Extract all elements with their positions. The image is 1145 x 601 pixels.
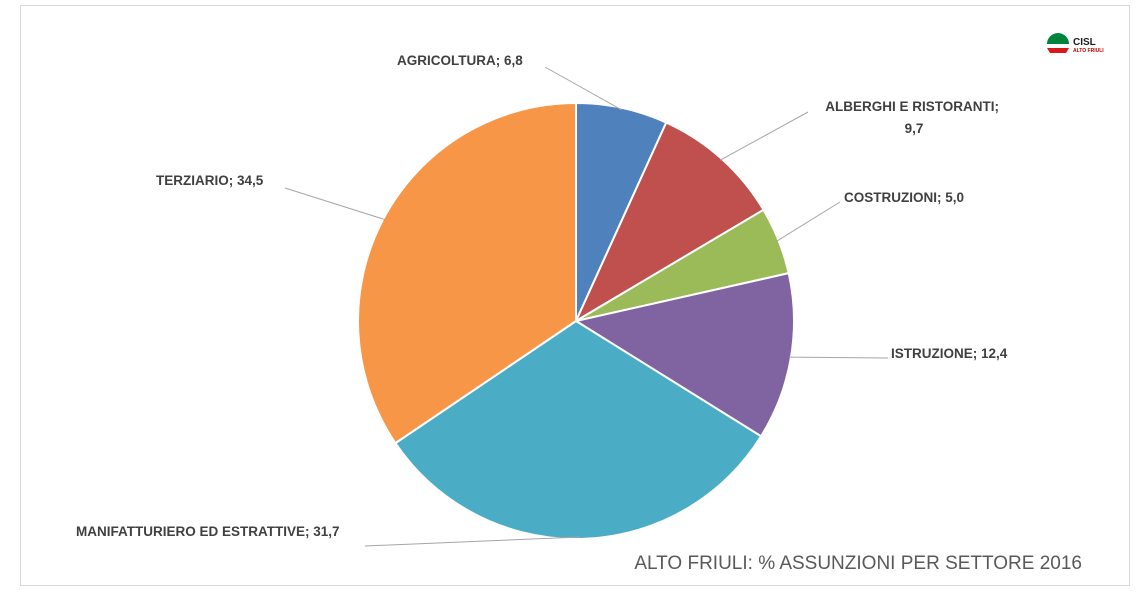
label-costruzioni: COSTRUZIONI; 5,0 <box>844 190 964 205</box>
label-agricoltura: AGRICOLTURA; 6,8 <box>397 53 523 68</box>
cisl-logo: CISL ALTO FRIULI <box>1047 33 1104 54</box>
label-terziario: TERZIARIO; 34,5 <box>156 173 264 188</box>
leader-line-terziario <box>284 187 386 221</box>
label-manifatturiero: MANIFATTURIERO ED ESTRATTIVE; 31,7 <box>76 524 340 539</box>
leader-line-istruzione <box>788 356 889 359</box>
pie-slices <box>357 101 796 540</box>
leader-line-alberghi-ristoranti <box>719 111 809 161</box>
svg-text:ALTO FRIULI: ALTO FRIULI <box>1073 48 1104 54</box>
chart-title: ALTO FRIULI: % ASSUNZIONI PER SETTORE 20… <box>634 553 1082 574</box>
label-istruzione: ISTRUZIONE; 12,4 <box>891 346 1008 361</box>
leader-line-costruzioni <box>776 201 841 242</box>
leader-lines <box>284 66 889 547</box>
label-alberghi-ristoranti: ALBERGHI E RISTORANTI; 9,7 <box>825 99 1003 136</box>
leader-line-agricoltura <box>544 66 622 111</box>
slice-manifatturiero <box>394 319 763 540</box>
slice-alberghi-ristoranti <box>573 121 765 324</box>
svg-text:CISL: CISL <box>1073 37 1096 48</box>
leader-line-manifatturiero <box>364 536 581 547</box>
